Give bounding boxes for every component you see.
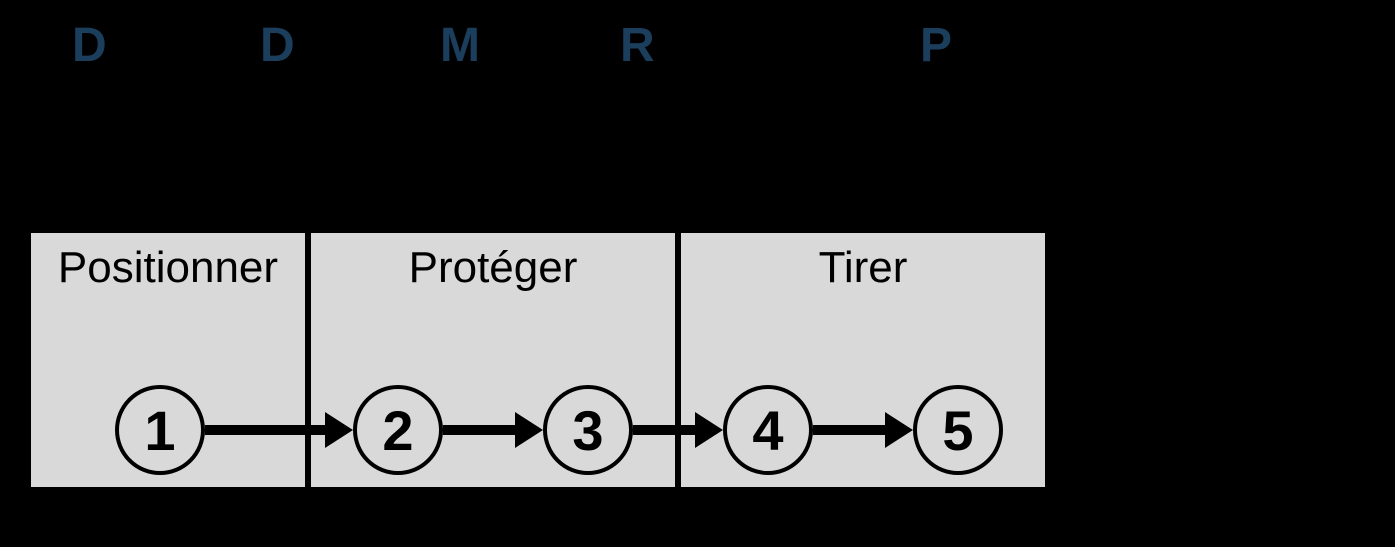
edge-4-5-head [885,412,913,448]
panel-label-tirer: Tirer [681,243,1045,293]
header-letter-1: D [260,18,295,73]
edge-2-3-line [443,425,515,435]
edge-3-4-head [695,412,723,448]
edge-3-4-line [633,425,695,435]
header-letter-0: D [72,18,107,73]
node-4: 4 [723,385,813,475]
header-letter-3: R [620,18,655,73]
edge-4-5-line [813,425,885,435]
edge-1-2-line [205,425,325,435]
node-1: 1 [115,385,205,475]
edge-1-2-head [325,412,353,448]
panel-label-positionner: Positionner [31,243,305,293]
header-letter-4: P [920,18,952,73]
diagram-root: D D M R P Positionner Protéger Tirer 1 2… [0,0,1395,547]
panel-label-proteger: Protéger [311,243,675,293]
node-2: 2 [353,385,443,475]
edge-2-3-head [515,412,543,448]
header-letter-2: M [440,18,480,73]
node-3: 3 [543,385,633,475]
node-5: 5 [913,385,1003,475]
